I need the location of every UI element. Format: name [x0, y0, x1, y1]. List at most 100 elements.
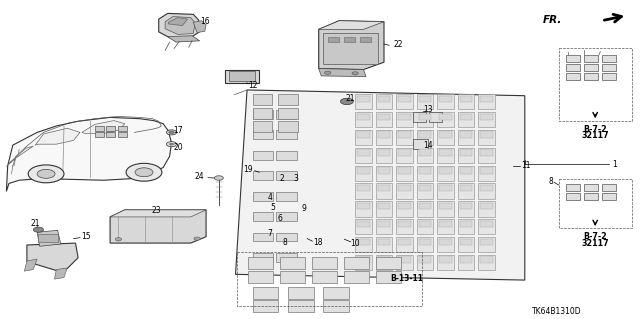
Bar [602, 55, 616, 62]
Polygon shape [54, 268, 67, 279]
Bar [376, 183, 392, 199]
Text: 15: 15 [81, 232, 92, 241]
Bar [378, 256, 390, 263]
Text: 32117: 32117 [581, 239, 609, 248]
Bar [437, 201, 454, 217]
Bar [355, 130, 372, 145]
Bar [253, 300, 278, 312]
Bar [378, 114, 390, 120]
Bar [417, 166, 433, 181]
Bar [355, 219, 372, 234]
Bar [398, 149, 411, 156]
Bar [376, 237, 392, 252]
Text: B-7-2: B-7-2 [583, 125, 607, 134]
Bar [566, 64, 580, 71]
Circle shape [115, 238, 122, 241]
Bar [417, 255, 433, 270]
Bar [278, 108, 298, 119]
Bar [584, 193, 598, 200]
Circle shape [33, 227, 44, 232]
Bar [278, 94, 298, 105]
Bar [376, 201, 392, 217]
Bar [276, 151, 297, 160]
Bar [280, 271, 305, 283]
Bar [584, 73, 598, 80]
Bar [478, 166, 495, 181]
Text: 17: 17 [173, 126, 183, 135]
Bar [460, 185, 472, 191]
Bar [95, 126, 104, 131]
Bar [439, 167, 452, 174]
Bar [566, 193, 580, 200]
Text: 21: 21 [31, 219, 40, 228]
Text: 21: 21 [346, 94, 355, 103]
Text: 3: 3 [294, 174, 299, 183]
Bar [276, 212, 297, 221]
Bar [378, 131, 390, 138]
Bar [460, 256, 472, 263]
Bar [419, 114, 431, 120]
Polygon shape [236, 90, 525, 280]
Bar [378, 221, 390, 227]
Bar [355, 94, 372, 109]
Circle shape [166, 130, 177, 135]
Bar [480, 167, 493, 174]
Bar [357, 167, 370, 174]
Bar [323, 33, 378, 64]
Bar [398, 131, 411, 138]
Bar [355, 201, 372, 217]
Bar [378, 149, 390, 156]
Bar [118, 126, 127, 131]
Text: 7: 7 [268, 229, 273, 238]
Bar [478, 148, 495, 163]
Bar [439, 256, 452, 263]
Bar [439, 221, 452, 227]
Bar [376, 219, 392, 234]
Bar [458, 183, 474, 199]
Bar [276, 171, 297, 180]
Bar [419, 131, 431, 138]
Bar [439, 96, 452, 102]
Bar [439, 239, 452, 245]
Bar [480, 239, 493, 245]
Bar [458, 237, 474, 252]
Bar [253, 253, 273, 262]
Bar [419, 239, 431, 245]
Polygon shape [165, 17, 195, 34]
Text: 9: 9 [301, 204, 307, 213]
Bar [396, 94, 413, 109]
Bar [439, 131, 452, 138]
Polygon shape [110, 210, 206, 217]
Bar [276, 233, 297, 241]
Circle shape [352, 72, 358, 75]
Bar [478, 94, 495, 109]
Bar [355, 183, 372, 199]
Bar [253, 130, 273, 139]
Bar [376, 257, 401, 269]
Polygon shape [319, 21, 384, 29]
Bar [355, 237, 372, 252]
Polygon shape [27, 243, 78, 271]
Bar [378, 96, 390, 102]
Bar [396, 237, 413, 252]
Bar [378, 239, 390, 245]
Bar [460, 114, 472, 120]
Bar [439, 203, 452, 209]
Bar [417, 201, 433, 217]
Bar [584, 184, 598, 191]
Bar [376, 112, 392, 127]
Bar [376, 130, 392, 145]
Bar [419, 221, 431, 227]
Bar [584, 64, 598, 71]
Bar [378, 185, 390, 191]
Bar [458, 94, 474, 109]
Bar [106, 132, 115, 137]
Text: 14: 14 [422, 141, 433, 150]
Polygon shape [24, 259, 37, 271]
Bar [559, 179, 632, 228]
Bar [398, 239, 411, 245]
Circle shape [170, 143, 173, 145]
Circle shape [28, 165, 64, 183]
Bar [439, 149, 452, 156]
Bar [458, 201, 474, 217]
